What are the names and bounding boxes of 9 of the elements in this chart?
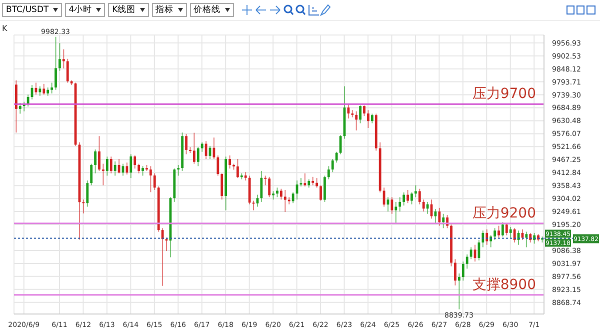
text: 价格线 — [194, 4, 221, 16]
text: 指标 — [156, 4, 174, 16]
ref-line-label: 支撑8900 — [472, 276, 536, 293]
text: BTC/USDT — [6, 5, 49, 15]
text: 4小时 — [68, 4, 92, 16]
text: K线图 — [112, 4, 136, 16]
ref-line-label: 压力9700 — [472, 86, 536, 102]
ref-line-label: 压力9200 — [472, 205, 536, 222]
text: K — [2, 24, 8, 33]
